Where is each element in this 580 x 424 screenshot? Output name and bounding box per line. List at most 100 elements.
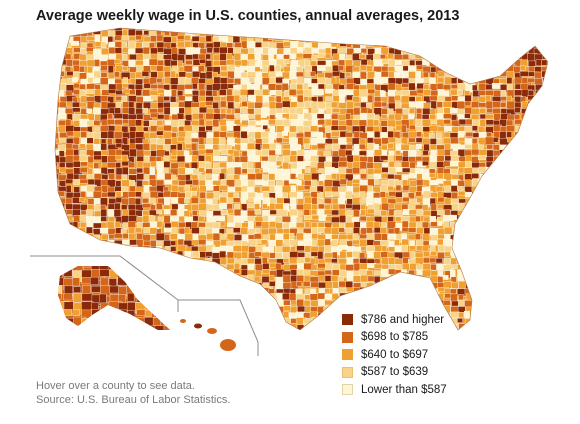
county-cell[interactable] <box>192 269 201 278</box>
county-cell[interactable] <box>514 312 522 317</box>
county-cell[interactable] <box>269 312 276 320</box>
county-cell[interactable] <box>170 155 178 160</box>
county-cell[interactable] <box>429 95 438 101</box>
county-cell[interactable] <box>191 293 199 303</box>
county-cell[interactable] <box>240 191 249 200</box>
county-cell[interactable] <box>127 191 137 198</box>
county-cell[interactable] <box>72 246 80 256</box>
county-cell[interactable] <box>52 233 61 239</box>
county-cell[interactable] <box>90 318 103 330</box>
county-cell[interactable] <box>506 294 512 301</box>
county-cell[interactable] <box>255 318 265 328</box>
county-cell[interactable] <box>52 204 58 212</box>
county-cell[interactable] <box>247 160 254 169</box>
county-cell[interactable] <box>205 149 214 154</box>
county-cell[interactable] <box>402 70 409 78</box>
county-cell[interactable] <box>153 263 163 270</box>
county-cell[interactable] <box>486 144 494 150</box>
county-cell[interactable] <box>150 95 159 101</box>
county-cell[interactable] <box>542 186 552 194</box>
county-cell[interactable] <box>162 300 174 308</box>
county-cell[interactable] <box>435 58 445 68</box>
county-cell[interactable] <box>464 25 474 32</box>
county-cell[interactable] <box>177 41 185 48</box>
county-cell[interactable] <box>227 300 236 308</box>
county-cell[interactable] <box>289 208 298 216</box>
county-cell[interactable] <box>541 174 548 182</box>
county-cell[interactable] <box>479 47 488 55</box>
county-cell[interactable] <box>163 316 172 324</box>
county-cell[interactable] <box>465 118 473 126</box>
county-cell[interactable] <box>534 246 541 253</box>
county-cell[interactable] <box>170 96 177 103</box>
county-cell[interactable] <box>528 174 536 180</box>
county-cell[interactable] <box>527 270 538 277</box>
county-cell[interactable] <box>423 143 430 152</box>
county-cell[interactable] <box>429 54 439 62</box>
county-cell[interactable] <box>492 42 503 52</box>
county-cell[interactable] <box>436 101 443 109</box>
county-cell[interactable] <box>478 35 488 40</box>
county-cell[interactable] <box>324 310 332 318</box>
county-cell[interactable] <box>493 54 505 62</box>
county-cell[interactable] <box>240 227 248 235</box>
county-cell[interactable] <box>101 233 109 241</box>
county-cell[interactable] <box>415 118 423 127</box>
county-cell[interactable] <box>86 216 95 223</box>
county-cell[interactable] <box>422 53 431 61</box>
county-cell[interactable] <box>310 25 319 33</box>
county-cell[interactable] <box>274 203 285 210</box>
county-cell[interactable] <box>156 246 163 252</box>
county-cell[interactable] <box>499 305 508 314</box>
county-cell[interactable] <box>226 59 235 66</box>
county-cell[interactable] <box>135 282 147 292</box>
county-cell[interactable] <box>549 121 558 129</box>
county-cell[interactable] <box>162 301 171 309</box>
county-cell[interactable] <box>408 299 416 305</box>
county-cell[interactable] <box>65 263 75 270</box>
county-cell[interactable] <box>360 246 367 251</box>
county-cell[interactable] <box>129 89 136 95</box>
county-cell[interactable] <box>542 180 548 185</box>
county-cell[interactable] <box>451 264 459 269</box>
county-cell[interactable] <box>400 90 410 96</box>
county-cell[interactable] <box>247 197 255 203</box>
county-cell[interactable] <box>381 114 388 120</box>
county-cell[interactable] <box>506 222 514 229</box>
county-cell[interactable] <box>53 221 63 230</box>
county-cell[interactable] <box>107 318 116 327</box>
county-cell[interactable] <box>211 269 218 277</box>
county-cell[interactable] <box>471 300 478 308</box>
county-cell[interactable] <box>492 24 503 29</box>
county-cell[interactable] <box>122 47 130 53</box>
county-cell[interactable] <box>170 25 178 31</box>
county-cell[interactable] <box>498 318 505 328</box>
county-cell[interactable] <box>395 281 403 290</box>
county-cell[interactable] <box>535 299 546 307</box>
county-cell[interactable] <box>101 245 111 253</box>
county-cell[interactable] <box>415 29 421 38</box>
county-cell[interactable] <box>87 317 94 324</box>
county-cell[interactable] <box>290 41 299 49</box>
county-cell[interactable] <box>338 65 344 71</box>
county-cell[interactable] <box>246 41 256 49</box>
county-cell[interactable] <box>192 83 198 90</box>
county-cell[interactable] <box>500 161 508 169</box>
county-cell[interactable] <box>507 48 514 55</box>
county-cell[interactable] <box>485 72 494 78</box>
county-cell[interactable] <box>100 216 107 222</box>
county-cell[interactable] <box>451 35 459 41</box>
county-cell[interactable] <box>527 191 536 201</box>
county-cell[interactable] <box>247 71 257 77</box>
county-cell[interactable] <box>401 30 412 40</box>
county-cell[interactable] <box>127 292 135 302</box>
county-cell[interactable] <box>458 25 469 30</box>
county-cell[interactable] <box>472 119 480 126</box>
county-cell[interactable] <box>282 131 288 136</box>
county-cell[interactable] <box>514 293 521 302</box>
county-cell[interactable] <box>359 293 368 300</box>
county-cell[interactable] <box>93 222 103 229</box>
county-cell[interactable] <box>345 144 353 150</box>
county-cell[interactable] <box>275 312 282 318</box>
county-cell[interactable] <box>211 252 220 259</box>
